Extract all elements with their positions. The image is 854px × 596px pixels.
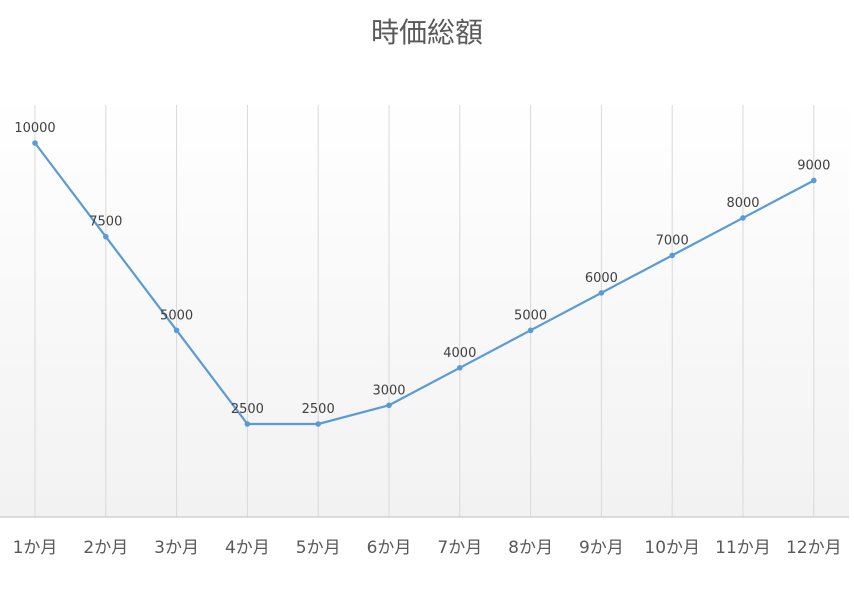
data-label: 10000 [14, 121, 55, 136]
data-point [173, 327, 180, 334]
x-tick-label: 3か月 [154, 538, 199, 558]
data-label: 9000 [797, 158, 830, 173]
gridlines [34, 105, 815, 517]
x-tick-label: 5か月 [296, 538, 341, 558]
x-tick-label: 10か月 [644, 538, 700, 558]
data-labels: 10000 7500 5000 2500 2500 3000 4000 5000 6000 700… [14, 121, 830, 417]
x-tick-label: 12か月 [786, 538, 842, 558]
x-tick-label: 8か月 [508, 538, 553, 558]
data-label: 7500 [89, 215, 122, 230]
chart-title: 時価総額 [371, 16, 483, 49]
x-axis-tick-labels: 1か月 2か月 3か月 4か月 5か月 6か月 7か月 8か月 9か月 10か月 11か月 12か月 [13, 538, 842, 558]
data-point [811, 177, 817, 184]
data-point [527, 327, 534, 334]
data-label: 4000 [443, 346, 476, 361]
data-label: 7000 [656, 233, 689, 248]
series-line [34, 142, 815, 426]
series [32, 140, 817, 427]
x-tick-label: 11か月 [715, 538, 771, 558]
data-point [598, 290, 605, 296]
data-point [386, 402, 392, 409]
plot-area [0, 95, 849, 517]
data-point [103, 233, 109, 240]
data-point [32, 140, 38, 146]
data-point [457, 365, 463, 371]
data-label: 3000 [372, 383, 405, 398]
data-point [740, 215, 746, 221]
x-tick-label: 2か月 [83, 538, 128, 558]
data-label: 8000 [726, 196, 759, 211]
data-point [244, 421, 251, 427]
data-label: 6000 [585, 271, 618, 286]
x-tick-label: 1か月 [13, 538, 58, 558]
data-point [315, 421, 322, 427]
data-label: 2500 [231, 402, 264, 417]
data-label: 5000 [160, 308, 193, 323]
x-tick-label: 6か月 [367, 538, 412, 558]
x-tick-label: 4か月 [225, 538, 270, 558]
data-label: 5000 [514, 308, 547, 323]
data-point [669, 252, 675, 259]
x-tick-label: 9か月 [579, 538, 624, 558]
data-label: 2500 [302, 402, 335, 417]
x-tick-label: 7か月 [437, 538, 482, 558]
